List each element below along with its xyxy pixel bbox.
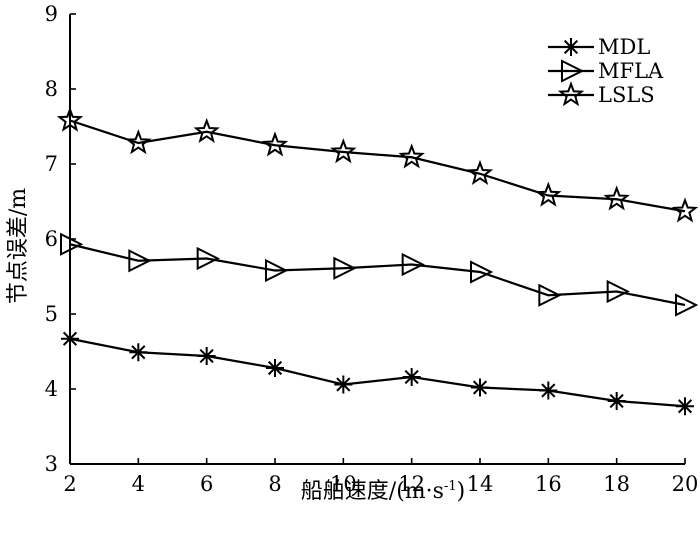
- data-point-lsls: [398, 143, 425, 169]
- x-tick-label: 10: [330, 472, 357, 496]
- data-point-mfla: [196, 246, 220, 271]
- data-point-mdl: [676, 397, 694, 416]
- data-point-lsls: [56, 106, 84, 132]
- data-point-mfla: [401, 252, 425, 277]
- series-line-mfla: [69, 243, 686, 307]
- y-tick-label: 8: [45, 77, 58, 101]
- data-point-mdl: [129, 343, 148, 362]
- tick-labels: 2 4 6 8 10 12 14 16 18 20 3 4 5 6 7 8 9: [45, 2, 699, 496]
- series-mdl: [61, 329, 694, 416]
- y-tick-label: 6: [45, 227, 58, 251]
- series-line-lsls: [69, 119, 686, 213]
- data-point-lsls: [330, 138, 357, 164]
- y-tick-label: 5: [45, 302, 58, 326]
- legend-marker-mfla: [561, 59, 585, 83]
- data-point-lsls: [466, 159, 494, 185]
- data-point-lsls: [671, 197, 699, 223]
- data-point-mdl: [334, 375, 353, 394]
- data-point-mdl: [61, 329, 79, 348]
- y-axis-title: 节点误差/m: [6, 188, 31, 304]
- y-tick-label: 4: [45, 377, 58, 401]
- x-tick-label: 16: [535, 472, 562, 496]
- data-point-mdl: [539, 381, 558, 400]
- x-tick-label: 18: [603, 472, 630, 496]
- data-point-lsls: [261, 131, 289, 157]
- data-point-mfla: [675, 293, 699, 317]
- legend-item-lsls: LSLS: [548, 81, 655, 107]
- data-point-mfla: [538, 283, 562, 307]
- x-axis-title: 船舶速度/(m·s-1): [301, 479, 465, 504]
- series-lsls: [56, 106, 699, 223]
- tick-marks: [69, 13, 686, 465]
- x-tick-label: 14: [467, 472, 494, 496]
- data-point-mfla: [128, 249, 152, 273]
- x-tick-label: 2: [63, 472, 76, 496]
- x-tick-label: 12: [398, 472, 425, 496]
- legend-label-lsls: LSLS: [598, 83, 655, 107]
- data-point-lsls: [535, 181, 562, 207]
- y-tick-label: 3: [45, 452, 58, 476]
- data-point-mdl: [197, 347, 216, 365]
- legend-item-mfla: MFLA: [548, 59, 664, 83]
- x-tick-label: 20: [672, 472, 699, 496]
- data-point-mdl: [402, 368, 421, 386]
- y-tick-label: 9: [45, 2, 58, 26]
- data-point-mfla: [60, 232, 84, 256]
- data-point-mfla: [333, 256, 357, 280]
- series-mfla: [60, 232, 699, 317]
- legend-label-mdl: MDL: [598, 35, 650, 59]
- data-point-lsls: [603, 185, 630, 211]
- x-axis-title-exponent: -1: [444, 479, 457, 494]
- legend-item-mdl: MDL: [548, 35, 650, 59]
- x-tick-label: 4: [132, 472, 145, 496]
- data-point-mdl: [471, 378, 489, 397]
- data-point-mdl: [266, 359, 284, 377]
- data-point-mfla: [265, 258, 289, 283]
- x-tick-label: 8: [268, 472, 281, 496]
- data-point-mfla: [470, 260, 494, 284]
- data-point-lsls: [125, 129, 152, 155]
- x-axis-title-main: 船舶速度/(m·s: [301, 479, 444, 504]
- series-layer: [56, 106, 699, 416]
- x-tick-label: 6: [200, 472, 213, 496]
- y-tick-label: 7: [45, 152, 58, 176]
- x-axis-title-end: ): [457, 479, 466, 504]
- legend-marker-mdl: [562, 38, 580, 56]
- data-point-mfla: [606, 279, 630, 304]
- data-point-lsls: [193, 117, 220, 143]
- series-line-mdl: [69, 337, 686, 408]
- data-point-mdl: [607, 392, 626, 410]
- legend-marker-lsls: [557, 81, 585, 107]
- legend-label-mfla: MFLA: [598, 59, 664, 83]
